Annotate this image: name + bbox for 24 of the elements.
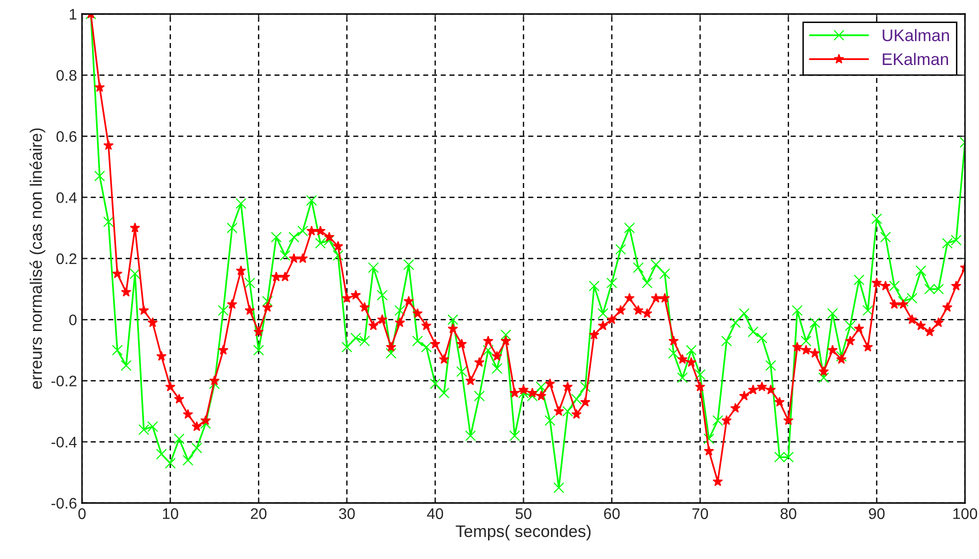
x-tick-label: 100: [953, 508, 978, 520]
x-tick-label: 70: [692, 508, 708, 520]
y-tick-label: -0.2: [51, 376, 76, 386]
x-tick-label: 60: [604, 508, 620, 520]
y-tick-label: 0.8: [56, 70, 76, 81]
x-tick-label: 30: [338, 508, 355, 520]
x-tick-label: 40: [427, 508, 444, 520]
y-tick-label: 0.2: [56, 253, 76, 264]
x-tick-label: 90: [868, 508, 885, 520]
legend-label: EKalman: [882, 52, 948, 66]
x-axis-title: Temps( secondes): [456, 524, 591, 540]
x-tick-label: 0: [78, 508, 86, 520]
y-tick-label: 0: [69, 314, 77, 326]
legend-label: UKalman: [882, 29, 949, 42]
x-tick-label: 80: [780, 508, 796, 520]
y-tick-label: -0.4: [51, 436, 77, 448]
y-tick-label: 0.4: [56, 192, 77, 204]
x-tick-label: 50: [516, 508, 532, 520]
x-tick-label: 10: [162, 508, 178, 520]
y-axis-title: erreurs normalisé (cas non linéaire): [30, 128, 46, 389]
y-tick-label: 1: [70, 9, 76, 20]
y-tick-label: 0.6: [56, 131, 76, 142]
y-tick-label: -0.6: [51, 498, 76, 509]
x-tick-label: 20: [250, 508, 266, 520]
